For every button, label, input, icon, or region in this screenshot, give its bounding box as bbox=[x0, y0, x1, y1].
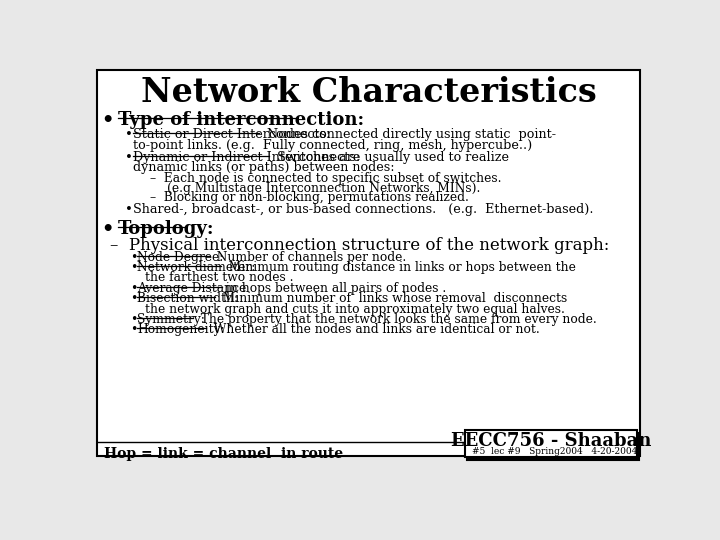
Text: Homogeneity:: Homogeneity: bbox=[138, 323, 225, 336]
Text: to-point links. (e.g.  Fully connected, ring, mesh, hypercube..): to-point links. (e.g. Fully connected, r… bbox=[133, 139, 532, 152]
Text: Minimum routing distance in links or hops between the: Minimum routing distance in links or hop… bbox=[220, 261, 575, 274]
Text: Number of channels per node.: Number of channels per node. bbox=[210, 251, 407, 264]
Text: the network graph and cuts it into approximately two equal halves.: the network graph and cuts it into appro… bbox=[145, 302, 564, 316]
Text: Shared-, broadcast-, or bus-based connections.   (e.g.  Ethernet-based).: Shared-, broadcast-, or bus-based connec… bbox=[133, 203, 593, 216]
Text: Network diameter:: Network diameter: bbox=[138, 261, 256, 274]
Text: Bisection width:: Bisection width: bbox=[138, 292, 238, 305]
Text: •: • bbox=[130, 251, 138, 264]
Text: •: • bbox=[130, 261, 138, 274]
Text: Nodes connected directly using static  point-: Nodes connected directly using static po… bbox=[259, 128, 556, 141]
Text: –  Physical interconnection structure of the network graph:: – Physical interconnection structure of … bbox=[109, 238, 609, 254]
Text: dynamic links (or paths) between nodes:: dynamic links (or paths) between nodes: bbox=[133, 161, 395, 174]
FancyBboxPatch shape bbox=[465, 430, 637, 457]
Text: #5  lec #9   Spring2004   4-20-2004: #5 lec #9 Spring2004 4-20-2004 bbox=[472, 448, 638, 456]
Text: Node Degree:: Node Degree: bbox=[138, 251, 224, 264]
Text: Minimum number of  links whose removal  disconnects: Minimum number of links whose removal di… bbox=[215, 292, 567, 305]
Text: –  Each node is connected to specific subset of switches.: – Each node is connected to specific sub… bbox=[150, 172, 502, 185]
FancyBboxPatch shape bbox=[96, 70, 640, 456]
Text: (e.g Multistage Interconnection Networks, MINs).: (e.g Multistage Interconnection Networks… bbox=[167, 182, 480, 195]
Text: Hop = link = channel  in route: Hop = link = channel in route bbox=[104, 447, 343, 461]
Text: The property that the network looks the same from every node.: The property that the network looks the … bbox=[193, 313, 596, 326]
Text: EECC756 - Shaaban: EECC756 - Shaaban bbox=[451, 433, 651, 450]
Text: Type of interconnection:: Type of interconnection: bbox=[118, 111, 364, 130]
Text: •: • bbox=[130, 282, 138, 295]
Text: Symmetry:: Symmetry: bbox=[138, 313, 205, 326]
Text: Static or Direct Interconnects:: Static or Direct Interconnects: bbox=[133, 128, 330, 141]
Text: Switches are usually used to realize: Switches are usually used to realize bbox=[269, 151, 508, 164]
Text: –  Blocking or non-blocking, permutations realized.: – Blocking or non-blocking, permutations… bbox=[150, 191, 469, 204]
Text: •: • bbox=[101, 220, 114, 238]
Text: Whether all the nodes and links are identical or not.: Whether all the nodes and links are iden… bbox=[206, 323, 540, 336]
Text: in hops between all pairs of nodes .: in hops between all pairs of nodes . bbox=[222, 282, 446, 295]
Text: •: • bbox=[130, 323, 138, 336]
FancyBboxPatch shape bbox=[467, 433, 639, 460]
Text: •: • bbox=[130, 292, 138, 305]
Text: Network Characteristics: Network Characteristics bbox=[141, 77, 597, 110]
Text: •: • bbox=[125, 151, 132, 164]
Text: •: • bbox=[130, 313, 138, 326]
Text: the farthest two nodes .: the farthest two nodes . bbox=[145, 272, 293, 285]
Text: •: • bbox=[125, 128, 132, 141]
Text: Topology:: Topology: bbox=[118, 220, 215, 238]
Text: •: • bbox=[125, 203, 132, 216]
Text: Dynamic or Indirect Interconnects:: Dynamic or Indirect Interconnects: bbox=[133, 151, 360, 164]
Text: Average Distance: Average Distance bbox=[138, 282, 247, 295]
Text: •: • bbox=[101, 111, 114, 130]
